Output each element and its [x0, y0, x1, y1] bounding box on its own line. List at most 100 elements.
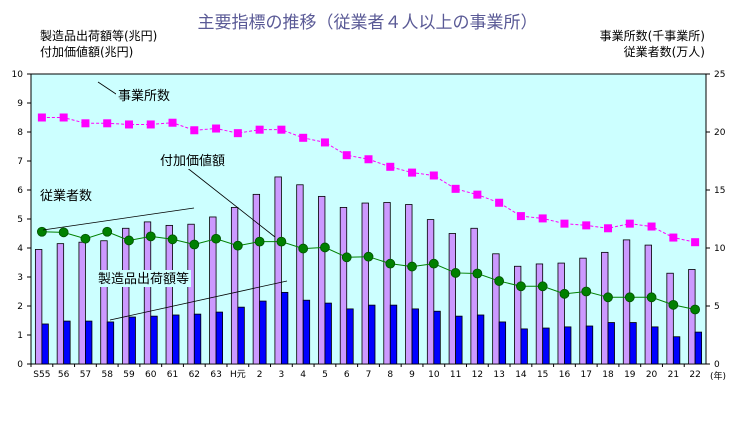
left-tick-label: 8: [17, 128, 23, 138]
left-tick-label: 1: [17, 331, 23, 341]
x-tick-label: 11: [450, 370, 461, 380]
marker-employees: [81, 119, 90, 128]
bar-value-added: [542, 327, 550, 365]
marker-employees: [386, 162, 395, 171]
bar-shipments: [209, 216, 217, 365]
bar-value-added: [498, 321, 507, 365]
callout-label-establishments: 従業者数: [40, 188, 92, 204]
bar-value-added: [302, 299, 311, 365]
right-tick-label: 0: [714, 360, 720, 370]
bar-shipments: [143, 221, 152, 365]
bar-shipments: [165, 224, 173, 365]
x-tick-label: S55: [33, 370, 50, 380]
marker-establishments: [428, 258, 439, 269]
marker-establishments: [189, 239, 200, 250]
callout-label-shipments: 付加価値額: [160, 153, 225, 169]
x-tick-label: 5: [322, 370, 328, 380]
marker-establishments: [581, 286, 592, 297]
marker-establishments: [559, 288, 570, 299]
left-tick-label: 6: [17, 186, 23, 196]
bar-shipments: [666, 272, 674, 365]
marker-employees: [560, 219, 569, 228]
marker-establishments: [341, 252, 352, 263]
x-tick-label: 2: [257, 370, 263, 380]
left-tick-label: 7: [17, 157, 23, 167]
x-tick-label: 18: [602, 370, 614, 380]
x-tick-label: 15: [537, 370, 548, 380]
bar-value-added: [324, 302, 332, 365]
bar-value-added: [63, 320, 71, 365]
left-tick-label: 3: [17, 273, 23, 283]
left-tick-label: 2: [17, 302, 23, 312]
marker-employees: [342, 151, 351, 160]
bar-value-added: [651, 326, 659, 365]
bar-shipments: [78, 241, 86, 365]
bar-shipments: [644, 244, 652, 365]
x-tick-label: 3: [279, 370, 285, 380]
bar-value-added: [564, 326, 572, 365]
marker-establishments: [36, 226, 47, 237]
marker-employees: [299, 133, 308, 142]
x-tick-label: 58: [101, 370, 113, 380]
marker-employees: [473, 190, 482, 199]
marker-establishments: [603, 292, 613, 303]
x-tick-label: 17: [581, 370, 592, 380]
marker-employees: [408, 168, 417, 177]
marker-establishments: [646, 292, 657, 303]
marker-employees: [146, 120, 155, 129]
marker-employees: [516, 212, 525, 221]
marker-establishments: [167, 234, 178, 245]
marker-employees: [495, 198, 504, 207]
marker-employees: [233, 129, 242, 138]
bar-shipments: [122, 227, 130, 365]
bar-shipments: [688, 269, 696, 365]
marker-establishments: [516, 281, 526, 292]
marker-employees: [168, 118, 177, 127]
marker-establishments: [407, 261, 417, 272]
marker-employees: [37, 113, 46, 122]
marker-employees: [451, 184, 460, 193]
bar-value-added: [455, 315, 463, 365]
bar-shipments: [492, 253, 500, 365]
bar-value-added: [433, 310, 441, 365]
marker-establishments: [80, 233, 91, 244]
x-tick-label: 61: [167, 370, 178, 380]
marker-establishments: [690, 304, 701, 315]
bar-shipments: [274, 176, 282, 365]
marker-employees: [647, 222, 656, 231]
x-unit-label: (年): [710, 370, 726, 382]
marker-establishments: [472, 268, 483, 279]
left-tick-label: 4: [17, 244, 23, 254]
marker-employees: [59, 113, 68, 122]
marker-employees: [364, 155, 373, 164]
bar-value-added: [215, 311, 223, 365]
bar-value-added: [476, 314, 485, 365]
bar-shipments: [339, 206, 348, 365]
x-tick-label: 63: [210, 370, 221, 380]
bar-value-added: [368, 304, 376, 365]
x-tick-label: 4: [300, 370, 306, 380]
callout-bg: [158, 152, 227, 169]
callout-bg: [38, 187, 94, 204]
callout-bg: [116, 87, 172, 104]
bar-value-added: [85, 320, 93, 365]
marker-establishments: [450, 268, 461, 278]
right-tick-label: 25: [714, 70, 725, 80]
marker-employees: [582, 221, 591, 230]
x-tick-label: 62: [189, 370, 200, 380]
marker-establishments: [494, 276, 505, 286]
bar-shipments: [557, 262, 565, 365]
marker-establishments: [211, 233, 221, 244]
chart-title: 主要指標の推移（従業者４人以上の事業所）: [197, 13, 538, 33]
x-tick-label: 21: [668, 370, 679, 380]
marker-employees: [212, 124, 221, 133]
right-axis-label-establishments: 事業所数(千事業所): [599, 29, 705, 43]
marker-establishments: [363, 251, 374, 262]
bar-value-added: [193, 313, 202, 365]
x-tick-label: 19: [624, 370, 636, 380]
bar-shipments: [100, 240, 108, 365]
bar-value-added: [259, 300, 267, 365]
bar-shipments: [535, 263, 544, 365]
marker-employees: [277, 125, 286, 134]
